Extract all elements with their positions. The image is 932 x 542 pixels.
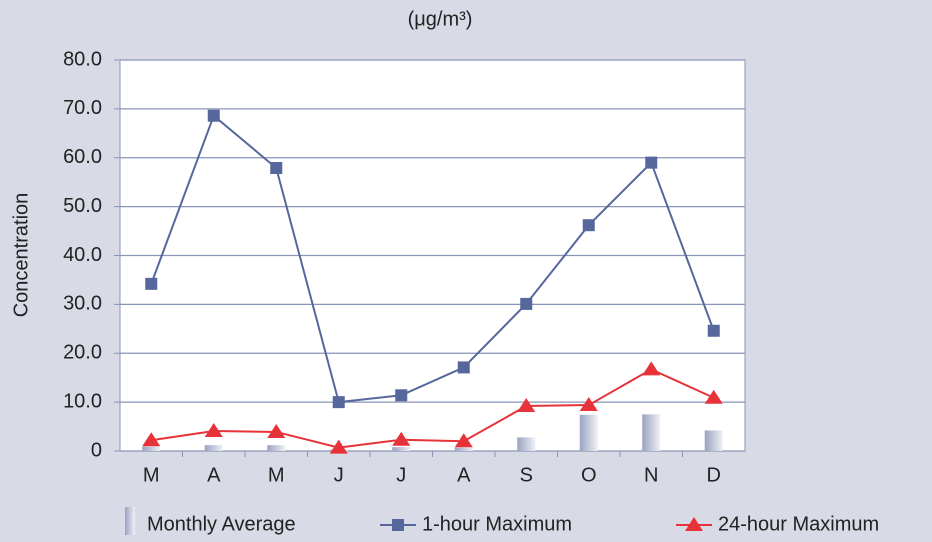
y-tick-label: 50.0 [63, 195, 102, 217]
triangle-marker [392, 431, 411, 446]
y-tick-label: 80.0 [63, 48, 102, 70]
x-tick-label: J [396, 464, 406, 486]
x-tick-label: M [268, 464, 285, 486]
y-axis-label: Concentration [10, 193, 32, 318]
bar [579, 414, 598, 451]
unit-label: (μg/m³) [408, 8, 473, 30]
triangle-marker [579, 397, 598, 412]
x-tick-label: D [707, 464, 721, 486]
line [151, 368, 715, 449]
y-tick-label: 30.0 [63, 293, 102, 315]
triangle-marker [329, 439, 348, 454]
x-tick-label: N [644, 464, 658, 486]
square-marker [395, 389, 408, 402]
legend-icon [685, 517, 703, 531]
legend-icon [125, 507, 135, 535]
square-marker [332, 396, 345, 409]
triangle-marker [142, 432, 161, 447]
x-tick-label: A [207, 464, 221, 486]
square-marker [582, 219, 595, 232]
bar [142, 446, 161, 451]
triangle-marker [517, 398, 536, 413]
legend-label: 1-hour Maximum [422, 513, 572, 535]
y-tick-label: 0 [91, 439, 102, 461]
y-tick-label: 60.0 [63, 146, 102, 168]
square-marker [457, 361, 470, 374]
bar [642, 414, 661, 451]
square-marker [645, 156, 658, 169]
x-tick-label: J [334, 464, 344, 486]
square-marker [145, 277, 158, 290]
x-tick-label: M [143, 464, 160, 486]
legend-label: 24-hour Maximum [718, 513, 879, 535]
bar [454, 447, 473, 451]
square-marker [707, 324, 720, 337]
x-tick-label: S [520, 464, 533, 486]
y-tick-label: 10.0 [63, 390, 102, 412]
bar [517, 437, 536, 451]
triangle-marker [204, 422, 223, 437]
x-tick-label: O [581, 464, 597, 486]
bar [204, 445, 223, 451]
y-tick-label: 70.0 [63, 97, 102, 119]
y-tick-label: 20.0 [63, 342, 102, 364]
triangle-marker [642, 361, 661, 376]
bar [267, 445, 286, 451]
legend-icon [392, 519, 404, 531]
bar [704, 430, 723, 451]
triangle-marker [454, 433, 473, 448]
bar [392, 447, 411, 451]
square-marker [207, 109, 220, 122]
y-tick-label: 40.0 [63, 244, 102, 266]
triangle-marker [704, 389, 723, 404]
square-marker [270, 162, 283, 175]
x-tick-label: A [457, 464, 471, 486]
square-marker [520, 297, 533, 310]
legend-label: Monthly Average [147, 513, 296, 535]
line [150, 114, 715, 404]
triangle-marker [267, 423, 286, 438]
